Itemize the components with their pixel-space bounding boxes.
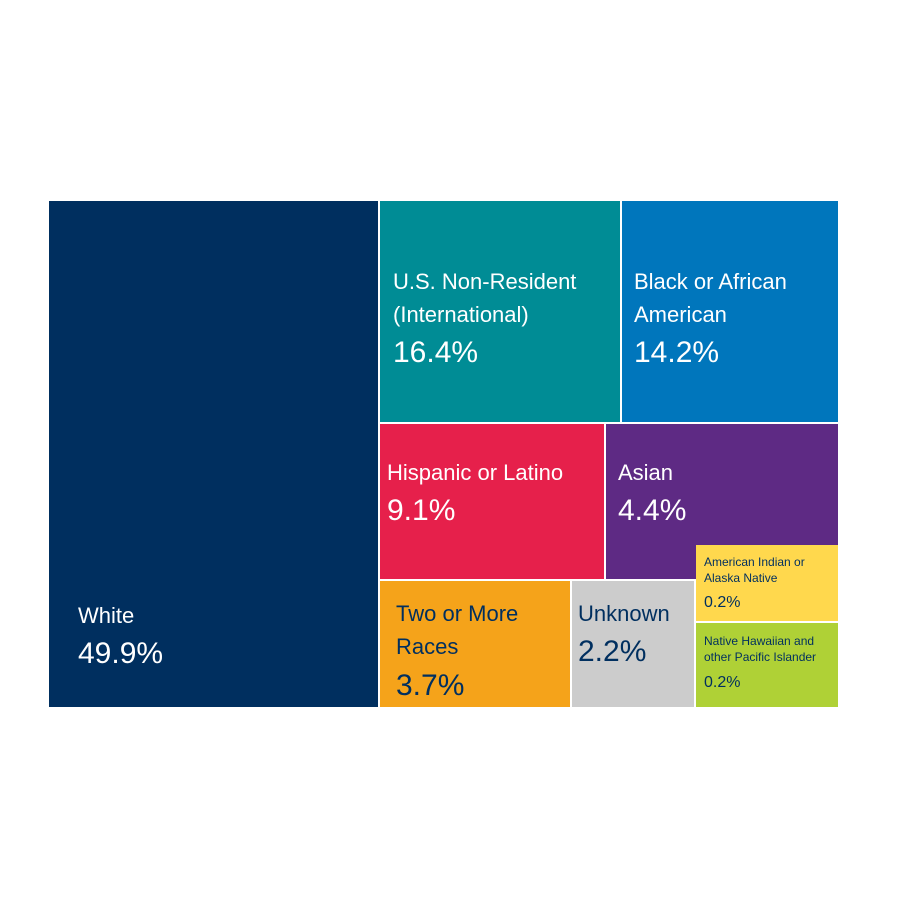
treemap-tile-black-or-african-american: Black or African American 14.2% <box>622 201 840 424</box>
treemap-value-american-indian-or-alaska-native: 0.2% <box>704 594 741 611</box>
treemap-value-asian: 4.4% <box>618 494 687 527</box>
treemap-value-two-or-more-races: 3.7% <box>396 669 465 702</box>
treemap-tile-american-indian-or-alaska-native: American Indian or Alaska Native 0.2% <box>696 545 840 623</box>
treemap-label-american-indian-or-alaska-native: American Indian or Alaska Native <box>704 555 805 585</box>
treemap-tile-two-or-more-races: Two or More Races 3.7% <box>380 581 572 709</box>
treemap-value-black-or-african-american: 14.2% <box>634 336 720 369</box>
treemap-label-white: White <box>78 603 135 628</box>
treemap-value-unknown: 2.2% <box>578 635 647 668</box>
treemap-tile-hispanic-or-latino: Hispanic or Latino 9.1% <box>380 424 606 581</box>
treemap-tile-native-hawaiian-or-pacific-islander: Native Hawaiian and other Pacific Island… <box>696 623 840 709</box>
treemap-label-us-non-resident: U.S. Non-Resident (International) <box>393 269 577 327</box>
treemap-value-hispanic-or-latino: 9.1% <box>387 494 456 527</box>
treemap-tile-unknown: Unknown 2.2% <box>572 581 696 709</box>
treemap-label-native-hawaiian-or-pacific-islander: Native Hawaiian and other Pacific Island… <box>704 634 817 664</box>
treemap-value-white: 49.9% <box>78 637 164 670</box>
treemap-label-black-or-african-american: Black or African American <box>634 269 787 327</box>
treemap-label-two-or-more-races: Two or More Races <box>396 601 519 659</box>
treemap-value-us-non-resident: 16.4% <box>393 336 479 369</box>
treemap-label-unknown: Unknown <box>578 601 670 626</box>
treemap-tile-white: White 49.9% <box>49 201 380 709</box>
treemap-value-native-hawaiian-or-pacific-islander: 0.2% <box>704 674 741 691</box>
treemap-tile-us-non-resident: U.S. Non-Resident (International) 16.4% <box>380 201 622 424</box>
treemap-label-asian: Asian <box>618 460 674 485</box>
treemap-label-hispanic-or-latino: Hispanic or Latino <box>387 460 564 485</box>
